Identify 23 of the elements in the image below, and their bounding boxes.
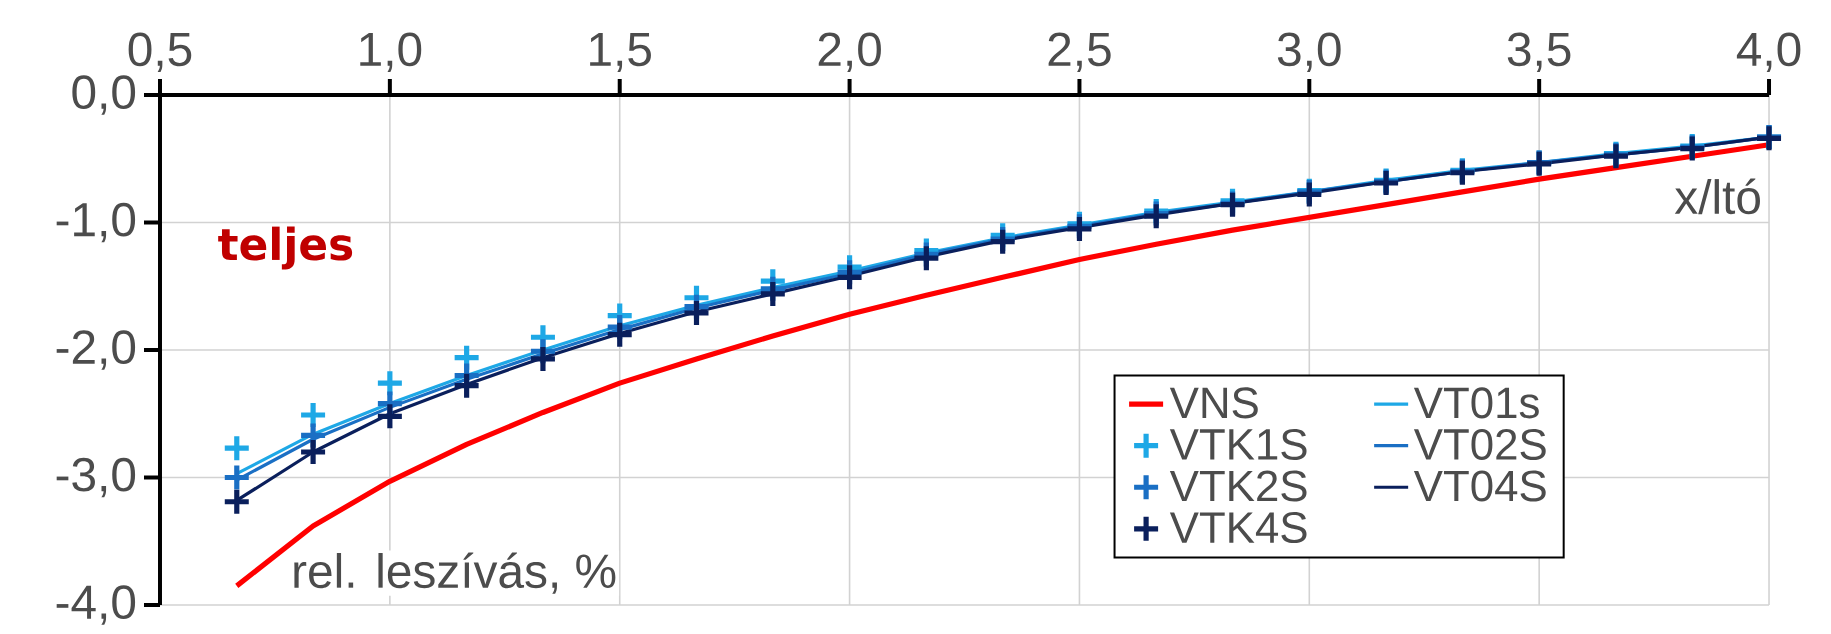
legend-label: VT04S <box>1413 470 1546 502</box>
x-tick-label: 0,5 <box>128 32 192 72</box>
legend-label: VTK2S <box>1169 470 1307 502</box>
x-tick-label: 2,5 <box>1048 32 1111 72</box>
legend-label: VTK1S <box>1169 428 1307 460</box>
y-tick-label: -1,0 <box>56 202 136 243</box>
x-axis-title: x/ltó <box>1674 178 1760 215</box>
x-tick-label: 3,5 <box>1507 32 1571 72</box>
x-tick-label: 3,0 <box>1277 32 1341 72</box>
y-tick-label: -3,0 <box>56 457 136 498</box>
x-tick-label: 1,0 <box>360 32 422 72</box>
y-tick-label: 0,0 <box>72 75 136 115</box>
y-axis-title: rel. leszívás, % <box>294 552 616 594</box>
x-tick-label: 4,0 <box>1736 32 1801 72</box>
legend-label: VTK4S <box>1169 512 1307 544</box>
y-tick-label: -4,0 <box>56 585 136 625</box>
annotation: teljes <box>218 226 353 270</box>
y-tick-label: -2,0 <box>56 330 136 370</box>
x-tick-label: 1,5 <box>590 32 651 72</box>
legend-label: VT01s <box>1413 387 1539 419</box>
legend-label: VNS <box>1169 387 1258 419</box>
legend-label: VT02S <box>1413 428 1546 460</box>
x-tick-label: 2,0 <box>818 32 881 72</box>
